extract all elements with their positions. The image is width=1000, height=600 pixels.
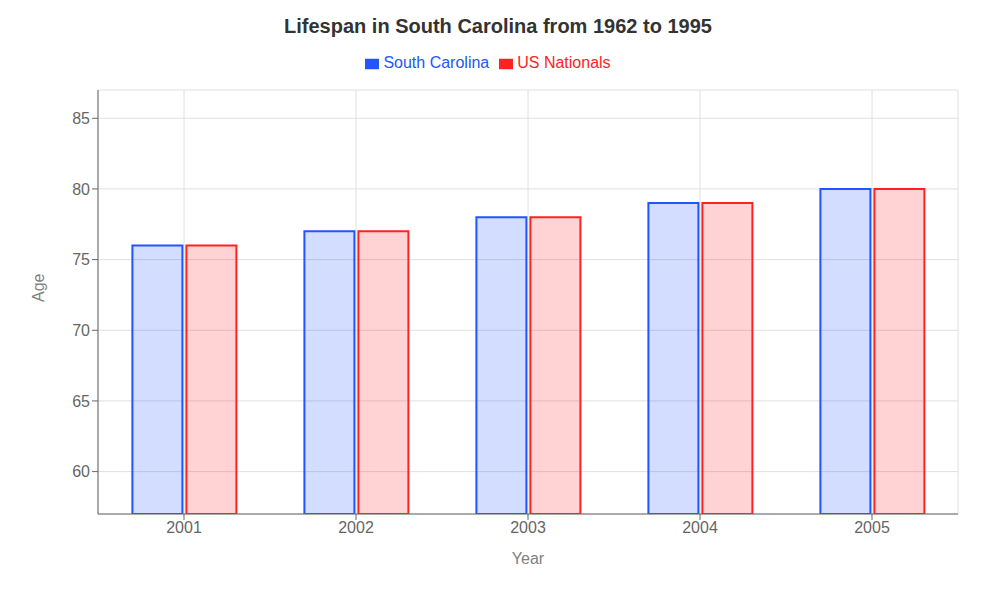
html-text:South Carolina: South Carolina [383,54,490,71]
svg-text:Age: Age [30,273,47,302]
svg-text:85: 85 [72,110,90,127]
svg-text:75: 75 [72,251,90,268]
svg-text:80: 80 [72,181,90,198]
svg-text:Year: Year [512,550,545,567]
svg-text:2004: 2004 [682,519,718,536]
svg-text:2003: 2003 [510,519,546,536]
svg-text:2001: 2001 [166,519,202,536]
html-text:US Nationals: US Nationals [517,54,611,71]
svg-text:2002: 2002 [338,519,374,536]
svg-text:65: 65 [72,393,90,410]
svg-text:2005: 2005 [854,519,890,536]
svg-text:70: 70 [72,322,90,339]
html-text:Lifespan in South Carolina fro: Lifespan in South Carolina from 1962 to … [284,15,712,37]
svg-text:60: 60 [72,463,90,480]
